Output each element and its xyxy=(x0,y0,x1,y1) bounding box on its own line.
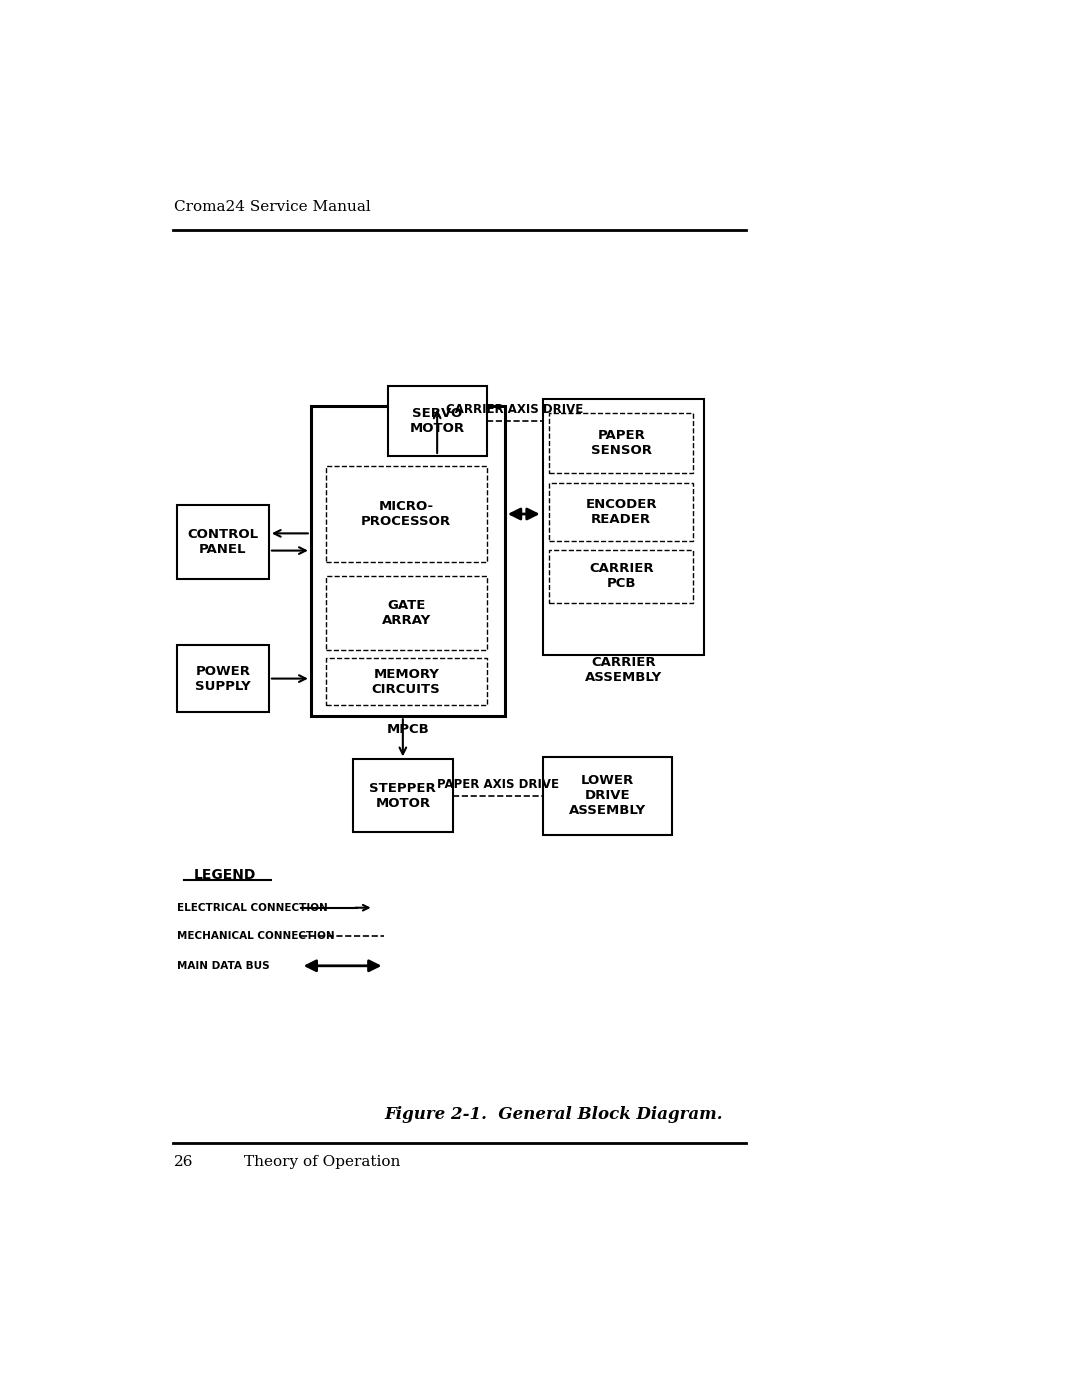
Text: Figure 2-1.  General Block Diagram.: Figure 2-1. General Block Diagram. xyxy=(384,1106,723,1123)
Text: 26: 26 xyxy=(174,1154,193,1168)
Text: MECHANICAL CONNECTION: MECHANICAL CONNECTION xyxy=(177,930,335,940)
Bar xyxy=(550,549,693,604)
Text: CARRIER
ASSEMBLY: CARRIER ASSEMBLY xyxy=(584,657,662,685)
Bar xyxy=(326,577,487,650)
Bar xyxy=(542,757,673,834)
Text: PAPER
SENSOR: PAPER SENSOR xyxy=(591,429,652,457)
Text: GATE
ARRAY: GATE ARRAY xyxy=(381,599,431,627)
Text: ENCODER
READER: ENCODER READER xyxy=(585,497,657,525)
Text: POWER
SUPPLY: POWER SUPPLY xyxy=(195,665,251,693)
Text: PAPER AXIS DRIVE: PAPER AXIS DRIVE xyxy=(436,778,558,791)
Bar xyxy=(550,414,693,474)
Bar xyxy=(177,645,269,712)
Text: CARRIER
PCB: CARRIER PCB xyxy=(589,563,653,591)
Bar xyxy=(326,658,487,705)
Bar xyxy=(550,483,693,541)
Text: LEGEND: LEGEND xyxy=(194,869,257,883)
Text: LOWER
DRIVE
ASSEMBLY: LOWER DRIVE ASSEMBLY xyxy=(569,774,646,817)
Text: MEMORY
CIRCUITS: MEMORY CIRCUITS xyxy=(372,668,441,696)
Bar xyxy=(177,506,269,578)
Text: ELECTRICAL CONNECTION: ELECTRICAL CONNECTION xyxy=(177,902,327,912)
Text: Croma24 Service Manual: Croma24 Service Manual xyxy=(174,200,372,215)
Text: MAIN DATA BUS: MAIN DATA BUS xyxy=(177,961,270,971)
Bar xyxy=(542,400,704,655)
Text: MICRO-
PROCESSOR: MICRO- PROCESSOR xyxy=(361,500,451,528)
Text: CARRIER AXIS DRIVE: CARRIER AXIS DRIVE xyxy=(446,402,583,416)
Bar xyxy=(352,760,454,833)
Text: CONTROL
PANEL: CONTROL PANEL xyxy=(187,528,258,556)
Text: Theory of Operation: Theory of Operation xyxy=(244,1154,401,1168)
Bar xyxy=(311,407,505,717)
Text: MPCB: MPCB xyxy=(387,722,429,736)
Text: SERVO
MOTOR: SERVO MOTOR xyxy=(409,407,464,434)
Bar xyxy=(326,465,487,563)
Text: STEPPER
MOTOR: STEPPER MOTOR xyxy=(369,782,436,810)
Bar xyxy=(388,386,486,455)
